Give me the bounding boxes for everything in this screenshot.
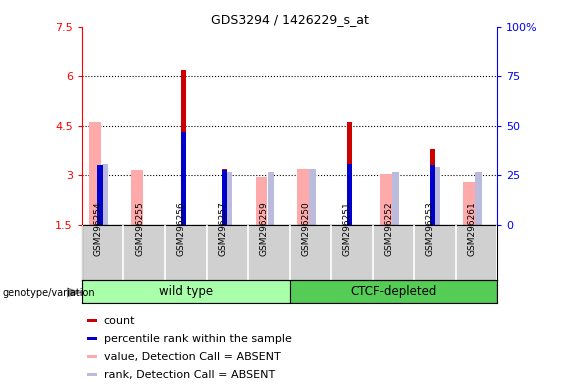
Bar xyxy=(98,166,103,225)
Text: GSM296250: GSM296250 xyxy=(301,202,310,257)
Polygon shape xyxy=(67,287,82,298)
Bar xyxy=(102,164,108,225)
Bar xyxy=(463,182,475,225)
Bar xyxy=(222,170,228,225)
Text: value, Detection Call = ABSENT: value, Detection Call = ABSENT xyxy=(104,352,280,362)
Bar xyxy=(392,172,398,225)
Text: GSM296253: GSM296253 xyxy=(426,202,435,257)
Bar xyxy=(86,373,97,376)
Bar xyxy=(181,70,186,225)
Text: GSM296257: GSM296257 xyxy=(218,202,227,257)
Bar xyxy=(347,122,352,225)
Bar xyxy=(89,122,101,225)
Bar xyxy=(181,132,186,225)
Text: GSM296256: GSM296256 xyxy=(177,202,186,257)
Text: rank, Detection Call = ABSENT: rank, Detection Call = ABSENT xyxy=(104,369,275,380)
Bar xyxy=(380,174,392,225)
Bar xyxy=(82,280,289,303)
Title: GDS3294 / 1426229_s_at: GDS3294 / 1426229_s_at xyxy=(211,13,368,26)
Bar xyxy=(86,337,97,340)
Bar xyxy=(131,170,142,225)
Bar xyxy=(430,149,435,225)
Bar xyxy=(268,172,274,225)
Text: genotype/variation: genotype/variation xyxy=(3,288,95,298)
Bar xyxy=(434,167,440,225)
Bar xyxy=(86,355,97,358)
Bar xyxy=(86,319,97,322)
Text: wild type: wild type xyxy=(159,285,213,298)
Text: GSM296254: GSM296254 xyxy=(94,202,103,257)
Bar xyxy=(347,164,352,225)
Bar xyxy=(430,166,435,225)
Text: GSM296251: GSM296251 xyxy=(343,202,352,257)
Text: GSM296259: GSM296259 xyxy=(260,202,269,257)
Text: GSM296261: GSM296261 xyxy=(467,202,476,257)
Text: GSM296255: GSM296255 xyxy=(135,202,144,257)
Bar xyxy=(226,172,232,225)
Text: percentile rank within the sample: percentile rank within the sample xyxy=(104,334,292,344)
Text: count: count xyxy=(104,316,135,326)
Text: CTCF-depleted: CTCF-depleted xyxy=(350,285,437,298)
Bar xyxy=(255,177,267,225)
Text: GSM296252: GSM296252 xyxy=(384,202,393,257)
Bar xyxy=(297,169,308,225)
Bar xyxy=(475,172,481,225)
Bar xyxy=(289,280,497,303)
Bar xyxy=(309,169,315,225)
Bar xyxy=(222,169,228,225)
